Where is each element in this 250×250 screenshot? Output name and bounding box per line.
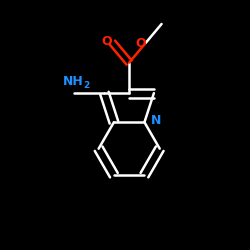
Text: O: O (135, 37, 145, 50)
Text: 2: 2 (84, 82, 90, 90)
Text: N: N (150, 114, 161, 127)
Text: NH: NH (62, 75, 83, 88)
Text: O: O (102, 35, 112, 48)
